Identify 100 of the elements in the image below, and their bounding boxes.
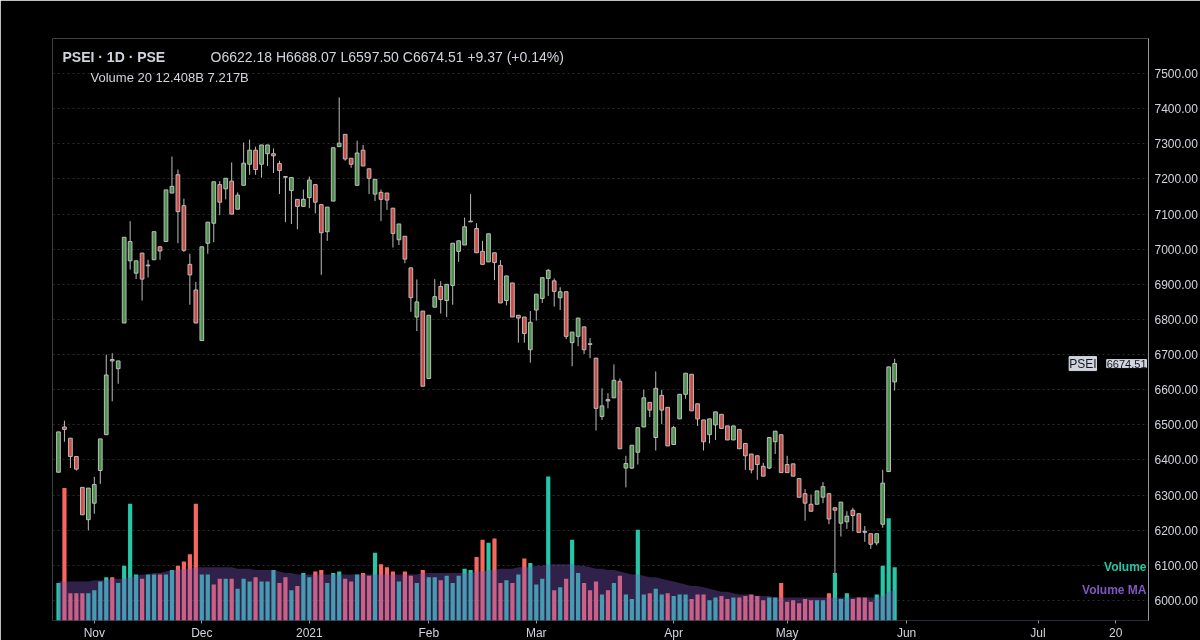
y-tick-label: 6700.00 xyxy=(1154,348,1199,363)
bar xyxy=(886,518,891,621)
x-tick-label: Mar xyxy=(525,625,547,640)
bar xyxy=(599,594,605,621)
bar xyxy=(552,590,557,621)
bar xyxy=(468,570,473,621)
bar xyxy=(253,577,258,621)
y-tick-label: 6900.00 xyxy=(1154,277,1199,292)
bar xyxy=(247,581,252,621)
x-tick-label: May xyxy=(775,625,799,640)
text: Volume MA xyxy=(1082,583,1147,598)
x-tick-label: Nov xyxy=(83,625,105,640)
bar xyxy=(80,593,85,621)
bar xyxy=(122,565,127,621)
y-tick-label: 6500.00 xyxy=(1154,418,1199,433)
bar xyxy=(880,565,885,621)
bar xyxy=(420,570,425,621)
annotation: Volume 20 12.408B 7.217B xyxy=(90,70,249,85)
x-tick-label: 20 xyxy=(1108,625,1123,640)
bar xyxy=(378,564,384,621)
bar xyxy=(528,562,533,621)
y-tick-label: 7100.00 xyxy=(1154,207,1199,222)
bar xyxy=(671,596,676,621)
bar xyxy=(570,539,575,621)
text: PSEI · 1D · PSE xyxy=(62,48,166,65)
y-tick-label: 7200.00 xyxy=(1154,172,1199,187)
bar xyxy=(832,572,838,621)
bar xyxy=(749,594,754,621)
bar xyxy=(677,594,682,621)
x-tick-label: Apr xyxy=(664,625,684,640)
bar xyxy=(175,565,181,621)
y-tick-label: 6100.00 xyxy=(1154,558,1199,573)
bar xyxy=(360,572,366,621)
bar xyxy=(755,596,760,621)
bar xyxy=(235,588,240,621)
bar xyxy=(414,583,419,621)
bar xyxy=(534,584,539,621)
bar xyxy=(366,575,372,621)
annotation: 6674.51 xyxy=(1106,357,1147,370)
x-tick-label: Feb xyxy=(418,625,440,640)
bar xyxy=(134,574,139,621)
bar xyxy=(856,597,861,621)
candlestick xyxy=(605,392,611,409)
bar xyxy=(743,596,748,621)
bar xyxy=(522,558,527,621)
bar xyxy=(223,578,228,621)
text: O6622.18 H6688.07 L6597.50 C6674.51 +9.37 (+0.14%) xyxy=(210,48,564,65)
bar xyxy=(128,503,133,621)
bar xyxy=(313,571,318,621)
bar xyxy=(892,567,897,621)
bar xyxy=(349,581,354,621)
bar xyxy=(564,578,569,621)
y-tick-label: 7000.00 xyxy=(1154,242,1199,257)
bar xyxy=(426,577,431,621)
y-tick-label: 7500.00 xyxy=(1154,67,1199,82)
bar xyxy=(408,575,413,621)
y-tick-label: 6600.00 xyxy=(1154,383,1199,398)
bar xyxy=(773,597,778,621)
bar xyxy=(444,575,449,621)
bar xyxy=(86,593,91,621)
candlestick xyxy=(366,168,372,195)
bar xyxy=(319,570,324,621)
y-tick-label: 6800.00 xyxy=(1154,312,1199,327)
y-tick-label: 6300.00 xyxy=(1154,488,1199,503)
candlestick xyxy=(187,253,193,306)
bar xyxy=(157,574,163,621)
bar xyxy=(205,574,210,621)
bar xyxy=(629,598,634,621)
bar xyxy=(110,577,115,621)
bar xyxy=(761,600,766,621)
bar xyxy=(808,600,814,621)
bar xyxy=(623,594,628,621)
bar xyxy=(211,584,216,621)
y-tick-label: 7400.00 xyxy=(1154,102,1199,117)
text: Volume xyxy=(1104,560,1147,575)
bar xyxy=(665,593,670,621)
bar xyxy=(504,580,509,621)
x-tick-label: Dec xyxy=(191,625,213,640)
bar xyxy=(731,597,736,621)
x-tick-label: Jun xyxy=(896,625,917,640)
bar xyxy=(486,542,491,621)
bar xyxy=(229,578,234,621)
x-tick-label: 2021 xyxy=(295,625,323,640)
bar xyxy=(181,561,186,621)
bar xyxy=(820,600,826,621)
bar xyxy=(307,577,312,621)
bar xyxy=(92,590,97,621)
bar xyxy=(510,583,515,621)
bar xyxy=(791,600,796,621)
bar xyxy=(450,583,455,621)
bar xyxy=(540,578,545,621)
bar xyxy=(193,503,198,621)
bar xyxy=(402,571,407,621)
bar xyxy=(683,594,688,621)
bar xyxy=(605,590,611,621)
x-tick-label: Jul xyxy=(1030,625,1046,640)
bar xyxy=(331,572,336,621)
bar xyxy=(546,476,551,621)
bar xyxy=(390,571,396,621)
bar xyxy=(217,578,222,621)
